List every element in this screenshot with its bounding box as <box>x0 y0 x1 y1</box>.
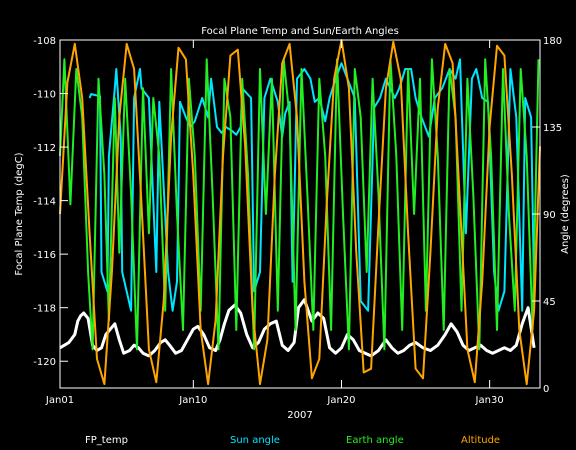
left-y-tick-label: -112 <box>33 143 56 154</box>
legend-item: Earth angle <box>346 435 404 446</box>
legend-item: Sun angle <box>230 435 280 446</box>
right-y-axis-label: Angle (degrees) <box>560 174 571 254</box>
series-line-fp-temp <box>59 298 536 358</box>
x-tick-label: Jan30 <box>475 395 504 406</box>
right-y-tick-label: 90 <box>543 210 556 221</box>
right-y-tick-label: 45 <box>543 297 556 308</box>
right-y-tick-label: 135 <box>543 123 562 134</box>
x-axis-label: 2007 <box>287 410 312 421</box>
right-y-tick-label: 0 <box>543 384 549 395</box>
series-line-altitude <box>59 39 541 386</box>
left-y-tick-label: -114 <box>33 197 56 208</box>
legend-item: FP_temp <box>85 435 128 446</box>
left-y-tick-label: -118 <box>33 304 56 315</box>
left-y-tick-label: -110 <box>33 90 56 101</box>
legend: FP_temp Sun angle Earth angle Altitude <box>85 435 500 446</box>
left-y-tick-label: -116 <box>33 250 56 261</box>
left-y-axis: -108 -110 -112 -114 -116 -118 -120 <box>33 36 68 368</box>
legend-item: Altitude <box>461 435 500 446</box>
chart-title: Focal Plane Temp and Sun/Earth Angles <box>201 26 399 37</box>
series-line-earth-angle <box>59 58 540 351</box>
right-y-tick-label: 180 <box>543 36 562 47</box>
x-axis: Jan01 Jan10 Jan20 Jan30 <box>45 40 504 406</box>
series-layer <box>59 39 541 386</box>
right-y-axis: 180 135 90 45 0 <box>532 36 562 395</box>
left-y-axis-label: Focal Plane Temp (degC) <box>14 152 25 275</box>
left-y-tick-label: -108 <box>33 36 56 47</box>
left-y-tick-label: -120 <box>33 357 56 368</box>
x-tick-label: Jan10 <box>178 395 207 406</box>
x-tick-label: Jan20 <box>326 395 355 406</box>
x-tick-label: Jan01 <box>45 395 74 406</box>
